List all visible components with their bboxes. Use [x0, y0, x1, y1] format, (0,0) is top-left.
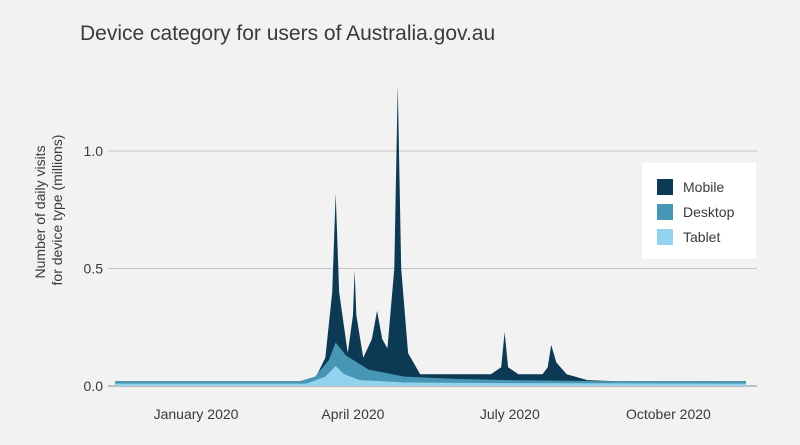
legend-label-mobile: Mobile [683, 179, 725, 195]
x-tick-label-0: January 2020 [154, 406, 239, 422]
y-tick-label-1: 0.5 [84, 261, 104, 277]
area-series-tablet [115, 366, 746, 386]
y-axis-title-line-2: for device type (millions) [49, 135, 65, 286]
y-tick-label-0: 0.0 [84, 378, 104, 394]
y-tick-label-2: 1.0 [84, 143, 104, 159]
area-series-desktop [115, 342, 746, 386]
legend-item-tablet: Tablet [657, 227, 720, 247]
legend-swatch-desktop [657, 204, 673, 220]
y-tick-labels: 0.0 0.5 1.0 [84, 143, 104, 394]
legend-swatch-mobile [657, 179, 673, 195]
legend-label-tablet: Tablet [683, 229, 721, 245]
legend-item-mobile: Mobile [657, 177, 724, 197]
legend-swatch-tablet [657, 229, 673, 245]
x-tick-label-2: July 2020 [480, 406, 540, 422]
x-tick-label-3: October 2020 [626, 406, 711, 422]
y-axis-title-line-1: Number of daily visits [32, 145, 48, 278]
x-tick-label-1: April 2020 [321, 406, 384, 422]
y-axis-title: Number of daily visits for device type (… [32, 135, 65, 286]
legend-label-desktop: Desktop [683, 204, 735, 220]
chart-title: Device category for users of Australia.g… [80, 22, 496, 45]
legend-item-desktop: Desktop [657, 202, 734, 222]
legend: Mobile Desktop Tablet [642, 163, 756, 259]
x-tick-labels: January 2020 April 2020 July 2020 October 2… [154, 406, 711, 422]
area-layer [115, 85, 746, 386]
